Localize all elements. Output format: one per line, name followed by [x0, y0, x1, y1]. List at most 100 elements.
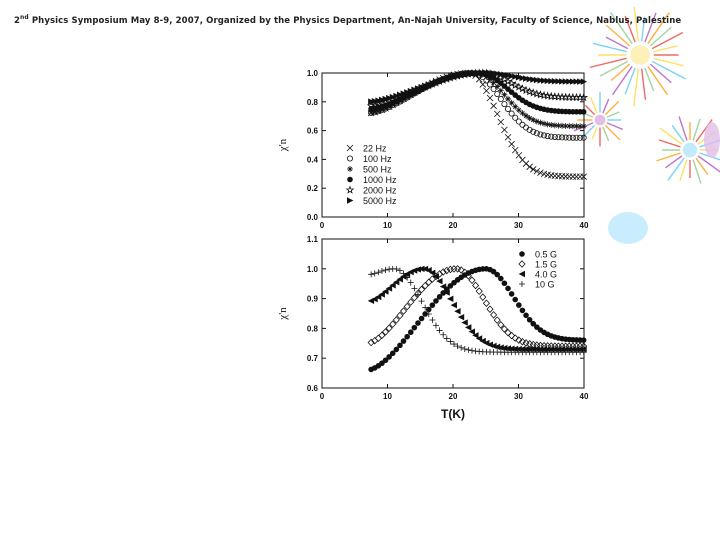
legend-label: 500 Hz — [363, 165, 392, 175]
firework-ray — [589, 97, 598, 114]
data-point — [530, 320, 537, 327]
firework-ray — [658, 139, 681, 148]
data-point — [493, 343, 501, 351]
data-point — [439, 268, 447, 276]
legend-label: 100 Hz — [363, 154, 392, 164]
data-point — [537, 131, 544, 138]
data-point — [533, 167, 541, 175]
data-point — [428, 269, 436, 276]
legend-label: 4.0 G — [535, 270, 557, 280]
data-point — [523, 312, 529, 319]
legend-label: 0.5 G — [535, 250, 557, 260]
data-point — [532, 89, 542, 98]
data-point — [515, 74, 523, 81]
data-point — [508, 345, 515, 352]
data-point — [472, 281, 480, 290]
data-point — [418, 83, 425, 91]
firework-ray — [667, 157, 685, 181]
data-point — [548, 121, 555, 128]
data-point — [440, 76, 447, 84]
data-point — [483, 69, 490, 77]
data-point — [580, 173, 587, 180]
data-point — [490, 86, 497, 93]
y-tick-label: 0.9 — [307, 295, 319, 304]
data-point — [392, 316, 400, 324]
data-point — [373, 100, 383, 109]
x-tick-label: 20 — [449, 221, 458, 230]
data-point — [559, 122, 566, 129]
data-point — [514, 82, 524, 91]
data-point — [410, 293, 418, 302]
data-point — [422, 304, 429, 311]
data-point — [407, 279, 414, 286]
data-point — [450, 301, 457, 309]
slide-header: 2nd Physics Symposium May 8-9, 2007, Org… — [14, 14, 681, 26]
data-point — [422, 82, 429, 90]
data-point — [479, 293, 487, 301]
data-point — [501, 101, 508, 108]
y-axis-label: χ'n — [277, 138, 289, 152]
data-point — [576, 173, 584, 180]
data-point — [526, 316, 533, 323]
data-point — [425, 278, 433, 287]
data-point — [537, 77, 544, 84]
data-point — [370, 100, 380, 110]
data-point — [371, 97, 379, 105]
data-point — [515, 107, 522, 114]
data-point — [378, 268, 385, 275]
data-point — [490, 311, 498, 319]
data-point — [385, 285, 393, 292]
data-point — [490, 79, 497, 86]
x-tick-label: 0 — [320, 392, 325, 401]
data-point — [559, 134, 566, 141]
firework-glow — [630, 45, 650, 65]
data-point — [537, 169, 544, 177]
data-point — [562, 78, 570, 85]
data-point — [526, 75, 534, 83]
y-tick-label: 1.1 — [307, 235, 319, 244]
series-5000-hz — [368, 69, 588, 105]
x-axis-label: T(K) — [441, 407, 465, 421]
firework-ray — [692, 118, 701, 141]
header-number: 2 — [14, 15, 21, 26]
data-point — [375, 97, 382, 104]
data-point — [511, 334, 519, 342]
data-point — [505, 95, 512, 102]
data-point — [580, 134, 587, 141]
data-point — [475, 335, 483, 342]
data-point — [500, 325, 508, 333]
header-text: Physics Symposium May 8-9, 2007, Organiz… — [28, 15, 682, 26]
data-point — [436, 294, 443, 300]
data-point — [450, 341, 457, 348]
data-point — [577, 123, 584, 130]
data-point — [523, 75, 530, 82]
y-axis-label: χ'n — [277, 307, 289, 321]
data-point — [443, 266, 451, 275]
data-point — [482, 299, 490, 308]
legend-label: 2000 Hz — [363, 186, 397, 196]
data-point — [393, 266, 400, 273]
data-point — [418, 265, 425, 273]
firework-ray — [649, 63, 672, 84]
x-tick-label: 30 — [514, 392, 523, 401]
legend-marker — [519, 251, 525, 257]
data-point — [519, 121, 526, 128]
data-point — [548, 133, 555, 140]
data-point — [436, 77, 443, 85]
firework-glow — [594, 114, 606, 126]
y-tick-label: 1.0 — [307, 265, 319, 274]
y-tick-label: 0.7 — [307, 354, 319, 363]
data-point — [447, 74, 454, 82]
data-point — [493, 110, 501, 118]
data-point — [418, 285, 426, 294]
data-point — [551, 78, 559, 85]
data-point — [371, 270, 378, 277]
data-point — [440, 290, 446, 296]
firework-ray — [651, 60, 687, 80]
data-point — [555, 122, 562, 129]
data-point — [562, 134, 569, 141]
data-point — [400, 270, 407, 277]
legend-label: 5000 Hz — [363, 196, 397, 206]
data-point — [368, 98, 375, 105]
